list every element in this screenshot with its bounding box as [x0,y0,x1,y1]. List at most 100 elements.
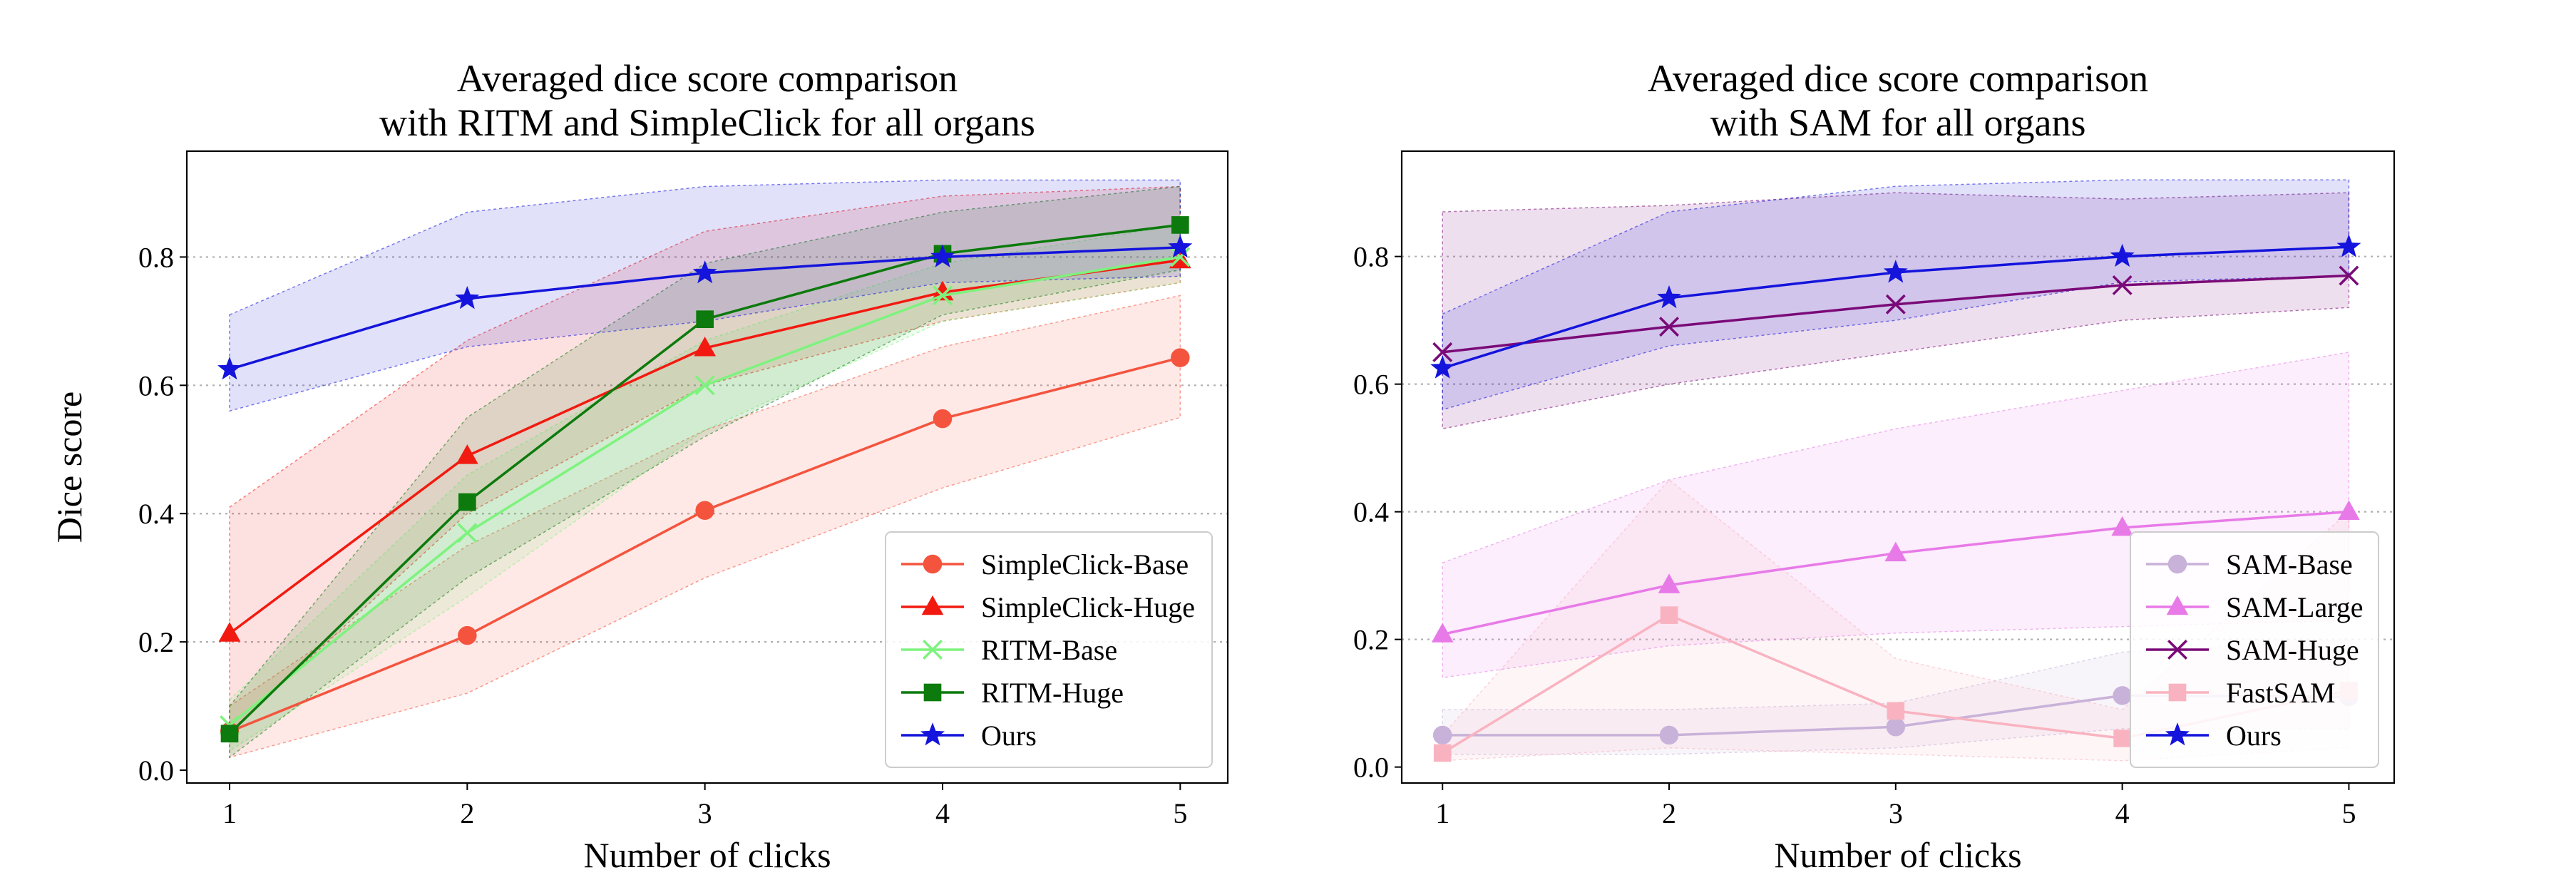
plot-frame [1400,150,2396,784]
confidence-band [1442,179,2350,411]
data-point [1657,285,1681,309]
legend-marker [923,640,943,660]
y-tick-label: 0.4 [138,498,174,530]
data-point [1430,355,1455,379]
legend-marker [920,722,945,746]
data-point [458,625,477,645]
legend-box [885,531,1213,768]
y-tick-label: 0.4 [1353,496,1389,528]
data-point [1658,573,1680,593]
data-point [1660,606,1678,624]
data-point [695,501,714,520]
data-point [1171,216,1189,234]
x-tick-label: 3 [698,797,712,829]
data-point [456,444,478,464]
data-point [1431,623,1454,643]
data-point [217,357,242,380]
data-point [457,523,478,543]
x-tick-label: 5 [2341,797,2356,829]
data-point [1659,725,1679,745]
y-tick-label: 0.6 [1353,369,1389,401]
data-point [2336,234,2361,257]
x-tick-label: 1 [1435,797,1449,829]
legend-label: Ours [2226,720,2282,752]
data-point [692,260,717,284]
legend-marker [2165,722,2190,746]
data-point [1886,717,1906,737]
x-tick-label: 3 [1889,797,1903,829]
data-point [694,375,715,396]
data-point [1168,235,1193,258]
data-point [1433,744,1452,762]
confidence-band [1442,638,2350,755]
legend-label: Ours [981,720,1037,752]
x-axis-label: Number of clicks [583,835,831,875]
data-point [1887,702,1905,720]
data-point [1659,317,1679,337]
chart-title-line: with SAM for all organs [1710,101,2086,144]
legend-label: FastSAM [2226,677,2335,709]
legend-marker [2166,595,2189,615]
y-tick-label: 0.8 [1353,241,1389,273]
data-point [458,493,476,511]
data-point [2112,275,2133,295]
legend-marker [923,683,942,702]
y-axis-label: Dice score [49,392,89,543]
x-tick-label: 2 [1662,797,1676,829]
y-tick-label: 0.6 [138,369,174,401]
y-tick-label: 0.0 [138,754,174,787]
legend-label: RITM-Huge [981,677,1124,709]
data-point [2113,686,2132,705]
data-point [1884,541,1907,562]
legend-marker [2167,640,2187,660]
legend-label: SAM-Large [2226,591,2364,623]
x-tick-label: 2 [460,797,474,829]
legend: SAM-Base SAM-Large SAM-Huge FastSAM Ours [2130,531,2379,768]
data-point [2339,265,2359,286]
legend-label: SAM-Base [2226,548,2353,580]
chart-title-line: Averaged dice score comparison [1648,57,2148,100]
x-tick-label: 4 [935,797,950,829]
confidence-band [1442,352,2350,679]
data-point [455,286,480,309]
data-point [694,336,717,357]
data-point [1883,260,1908,283]
legend-label: SimpleClick-Huge [981,591,1195,623]
data-point [1885,294,1906,314]
y-tick-label: 0.2 [138,626,174,658]
data-point [1432,725,1452,745]
x-tick-label: 1 [222,797,237,829]
data-point [1432,342,1453,362]
data-point [1170,247,1191,267]
plot-frame [185,150,1229,784]
data-point [930,244,955,267]
legend-label: SAM-Huge [2226,634,2359,666]
x-tick-label: 5 [1173,797,1187,829]
confidence-band [229,179,1181,412]
legend-marker [923,554,943,574]
data-point [218,622,241,642]
chart-title-line: with RITM and SimpleClick for all organs [379,101,1035,144]
data-point [2113,730,2131,747]
legend-marker [921,595,944,615]
legend-box [2130,531,2379,768]
data-point [696,310,714,328]
data-point [220,725,239,743]
y-tick-label: 0.0 [1353,752,1389,784]
data-point [2338,500,2360,520]
legend-label: SimpleClick-Base [981,548,1189,580]
legend: SimpleClick-Base SimpleClick-Huge RITM-Bas… [885,531,1213,768]
data-point [1171,348,1190,367]
data-point [933,409,953,429]
x-axis-label: Number of clicks [1774,835,2021,875]
y-tick-label: 0.2 [1353,624,1389,656]
data-point [2111,516,2133,536]
y-tick-label: 0.8 [138,241,174,273]
legend-marker [2168,683,2187,702]
x-tick-label: 4 [2115,797,2130,829]
legend-label: RITM-Base [981,634,1117,666]
data-point [2110,243,2135,267]
